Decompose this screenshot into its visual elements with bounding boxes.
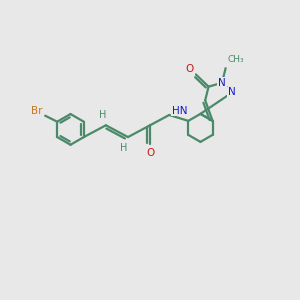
Text: O: O [186,64,194,74]
Text: Br: Br [31,106,42,116]
Text: H: H [99,110,106,120]
Text: N: N [228,88,236,98]
Text: O: O [146,148,154,158]
Text: N: N [218,78,226,88]
Text: CH₃: CH₃ [228,56,244,64]
Text: HN: HN [172,106,188,116]
Text: H: H [120,143,127,153]
